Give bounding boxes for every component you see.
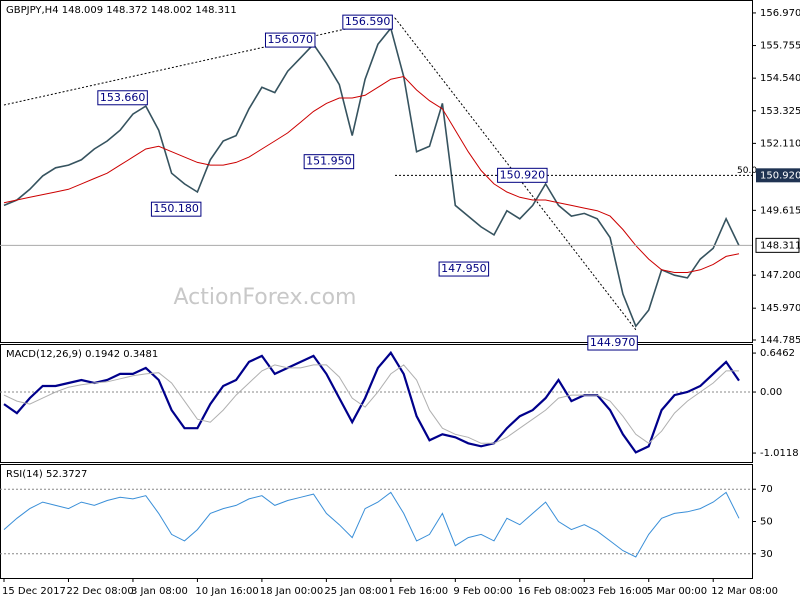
x-tick-label: 22 Dec 08:00 <box>66 586 133 597</box>
x-tick-label: 10 Jan 16:00 <box>195 586 258 597</box>
x-tick-label: 16 Feb 08:00 <box>518 586 584 597</box>
x-tick-label: 5 Mar 00:00 <box>647 586 707 597</box>
last-price-label: 148.311 <box>760 240 800 251</box>
series-line <box>3 26 740 328</box>
macd-title: MACD(12,26,9) 0.1942 0.3481 <box>6 349 158 360</box>
y-tick-label: 149.615 <box>760 205 800 216</box>
x-tick-label: 3 Jan 08:00 <box>131 586 188 597</box>
fib-label: 50.0 <box>737 166 757 176</box>
annotation-box <box>97 90 148 106</box>
last-price-box <box>755 237 800 253</box>
watermark: ActionForex.com <box>174 285 357 310</box>
x-tick-label: 15 Dec 2017 <box>2 586 66 597</box>
annotation-box <box>342 14 393 30</box>
annotation-box <box>497 167 548 183</box>
annotation-label: 147.950 <box>441 262 487 275</box>
annotation-label: 156.590 <box>345 15 391 28</box>
y-tick-label: 70 <box>760 484 773 495</box>
y-tick-label: 155.755 <box>760 41 800 52</box>
annotation-label: 156.070 <box>267 33 313 46</box>
rsi-title: RSI(14) 52.3727 <box>6 469 87 480</box>
y-tick-label: 156.970 <box>760 8 800 19</box>
x-tick-label: 18 Jan 00:00 <box>260 586 323 597</box>
level-label: 150.920 <box>760 170 800 181</box>
series-line <box>3 491 740 558</box>
chart-title: GBPJPY,H4 148.009 148.372 148.002 148.31… <box>6 5 237 16</box>
y-tick-label: 0.00 <box>760 387 782 398</box>
annotation-box <box>264 32 316 48</box>
annotation-box <box>438 261 490 277</box>
y-tick-label: 153.325 <box>760 106 800 117</box>
y-tick-label: 50 <box>760 517 773 528</box>
trend-line <box>3 17 396 106</box>
y-tick-label: 152.110 <box>760 138 800 149</box>
x-tick-label: 25 Jan 08:00 <box>324 586 387 597</box>
y-tick-label: -1.0118 <box>760 448 799 459</box>
y-tick-label: 30 <box>760 549 773 560</box>
series-line <box>3 364 739 444</box>
annotation-label: 150.920 <box>500 168 546 181</box>
price-panel <box>0 0 753 343</box>
series-line <box>3 350 740 454</box>
y-tick-label: 145.970 <box>760 303 800 314</box>
y-tick-label: 147.200 <box>760 270 800 281</box>
y-tick-label: 154.540 <box>760 73 800 84</box>
y-tick-label: 144.785 <box>760 335 800 346</box>
annotation-label: 153.660 <box>100 91 146 104</box>
series-line <box>3 75 740 273</box>
annotation-label: 150.180 <box>153 202 199 215</box>
annotation-label: 151.950 <box>306 155 352 168</box>
annotation-box <box>303 154 355 170</box>
annotation-box <box>150 201 202 217</box>
x-tick-label: 12 Mar 08:00 <box>711 586 778 597</box>
x-tick-label: 23 Feb 16:00 <box>582 586 648 597</box>
rsi-panel <box>0 464 753 579</box>
annotation-label: 144.970 <box>590 336 636 349</box>
annotation-box <box>587 335 638 351</box>
y-tick-label: 0.6462 <box>760 348 795 359</box>
x-tick-label: 9 Feb 00:00 <box>453 586 512 597</box>
x-tick-label: 1 Feb 16:00 <box>389 586 448 597</box>
macd-panel <box>0 344 753 463</box>
level-box <box>756 168 800 183</box>
